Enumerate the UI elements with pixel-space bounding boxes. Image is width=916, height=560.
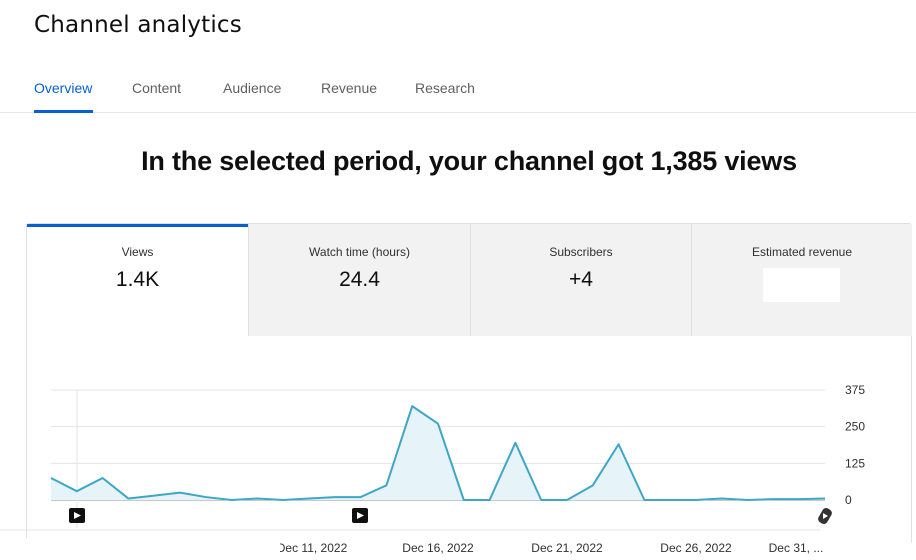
metric-label: Subscribers (549, 245, 613, 259)
y-tick-label: 125 (845, 456, 865, 470)
series-area (51, 406, 825, 500)
data-point (797, 497, 801, 501)
data-point (513, 441, 517, 445)
data-point (126, 497, 130, 501)
data-point (359, 495, 363, 499)
data-point (178, 491, 182, 495)
metric-label: Estimated revenue (751, 245, 853, 259)
metric-value: 1.4K (115, 268, 160, 291)
data-point (152, 494, 156, 498)
data-point (823, 497, 827, 501)
metric-tab-subscribers[interactable]: Subscribers +4 (470, 224, 691, 336)
data-point (591, 483, 595, 487)
metrics-card: Views 1.4K Watch time (hours) 24.4 Subsc… (26, 223, 912, 543)
metric-tab-estimated-revenue[interactable]: Estimated revenue (691, 224, 912, 336)
tab-research[interactable]: Research (415, 80, 475, 96)
page-title: Channel analytics (34, 12, 242, 38)
metric-value: +4 (569, 268, 593, 291)
metric-value: 24.4 (339, 268, 380, 291)
metric-label: Views (121, 245, 154, 259)
data-point (281, 498, 285, 502)
data-point (539, 498, 543, 502)
data-point (668, 498, 672, 502)
tab-audience[interactable]: Audience (223, 80, 282, 96)
data-point (771, 497, 775, 501)
data-point (720, 497, 724, 501)
data-point (565, 498, 569, 502)
x-tick-label: Dec 21, 2022 (531, 541, 603, 555)
x-tick-label: Dec 31, ... (769, 541, 824, 555)
data-point (101, 476, 105, 480)
data-point (488, 498, 492, 502)
series-line (50, 405, 826, 501)
shorts-marker-icon[interactable] (817, 507, 834, 526)
revenue-hidden-value (763, 268, 840, 302)
x-tick-label: Dec 26, 2022 (660, 541, 732, 555)
data-point (255, 497, 259, 501)
tab-content[interactable]: Content (132, 80, 182, 96)
video-marker-icon[interactable] (69, 508, 85, 523)
metric-tab-watch-time[interactable]: Watch time (hours) 24.4 (248, 224, 470, 336)
x-tick-label: Dec 11, 2022 (277, 541, 348, 555)
metric-tab-views[interactable]: Views 1.4K (27, 224, 248, 336)
data-point (49, 476, 53, 480)
data-point (410, 404, 414, 408)
active-tab-indicator (34, 110, 93, 113)
x-tick-label: Dec 16, 2022 (402, 541, 474, 555)
metric-label: Watch time (hours) (309, 245, 410, 259)
data-point (384, 483, 388, 487)
data-point (642, 498, 646, 502)
x-axis-mask (0, 538, 280, 560)
period-summary-headline: In the selected period, your channel got… (141, 146, 797, 176)
data-point (307, 497, 311, 501)
data-point (694, 498, 698, 502)
data-point (230, 498, 234, 502)
y-tick-label: 0 (845, 493, 852, 507)
data-point (462, 498, 466, 502)
tab-bar: Overview Content Audience Revenue Resear… (0, 72, 916, 113)
data-point (204, 495, 208, 499)
video-marker-icon[interactable] (352, 508, 368, 523)
data-point (746, 498, 750, 502)
data-point (436, 422, 440, 426)
y-tick-label: 250 (845, 420, 865, 434)
y-tick-label: 375 (845, 383, 865, 397)
data-point (75, 489, 79, 493)
tab-revenue[interactable]: Revenue (321, 80, 378, 96)
data-point (617, 442, 621, 446)
data-point (333, 495, 337, 499)
tab-overview[interactable]: Overview (34, 80, 93, 96)
